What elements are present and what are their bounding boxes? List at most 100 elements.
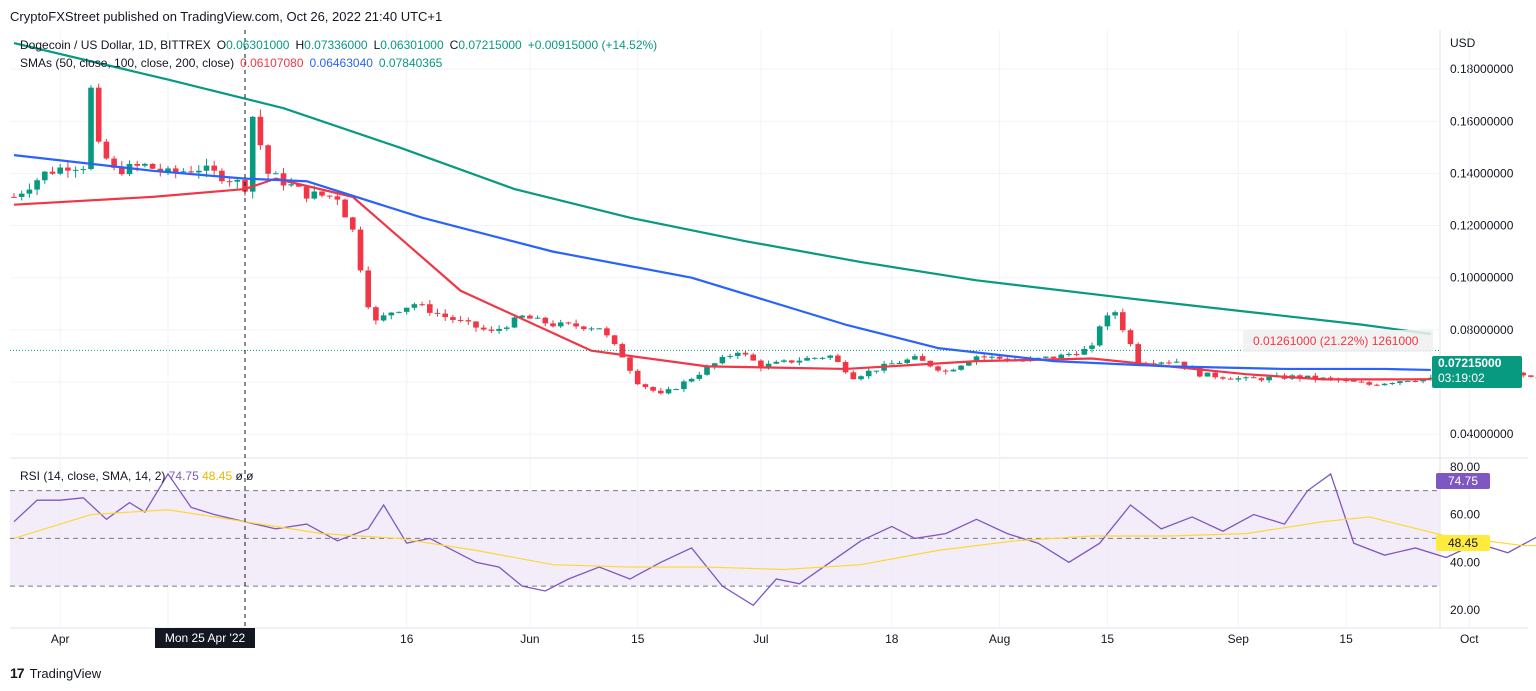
price-tick-label: 0.10000000 (1450, 271, 1514, 285)
candle-body (380, 315, 387, 321)
rsi-sma-legend-value: 48.45 (202, 469, 233, 483)
rsi-legend-extra2: ø (246, 469, 254, 483)
candle-body (450, 317, 456, 320)
candle-body (704, 366, 710, 375)
ohlc-open: 0.06301000 (226, 38, 290, 52)
candle-body (365, 270, 371, 308)
rsi-tick-label: 60.00 (1450, 508, 1480, 522)
candle-body (1258, 378, 1265, 381)
candle-body (303, 186, 310, 199)
candle-body (180, 171, 187, 173)
candle-body (519, 315, 525, 318)
candle-body (950, 369, 957, 372)
candle-body (457, 319, 464, 321)
candle-body (996, 356, 1003, 359)
candle-body (711, 363, 718, 367)
candle-body (750, 354, 756, 361)
candle-body (773, 361, 780, 364)
candle-body (311, 191, 318, 199)
candle-body (80, 169, 87, 171)
tradingview-logo[interactable]: 17 TradingView (10, 665, 101, 681)
candle-body (627, 357, 633, 371)
sma100-value: 0.06463040 (309, 56, 373, 70)
candle-body (735, 352, 741, 356)
rsi-sma-value-tag: 48.45 (1436, 535, 1490, 551)
candle-body (1389, 383, 1396, 385)
candle-body (234, 179, 241, 182)
candle-body (149, 163, 156, 169)
sma50-value: 0.06107080 (240, 56, 304, 70)
sma-legend-label: SMAs (50, close, 100, close, 200, close) (20, 56, 235, 70)
candle-body (18, 193, 25, 197)
candle-body (534, 317, 541, 319)
sma-legend: SMAs (50, close, 100, close, 200, close)… (20, 56, 448, 70)
candle-body (835, 355, 841, 363)
candle-body (581, 326, 587, 330)
candle-body (196, 170, 202, 173)
candle-body (334, 196, 341, 200)
candle-body (1112, 312, 1118, 316)
candle-body (1073, 353, 1080, 355)
price-tick-label: 0.18000000 (1450, 62, 1514, 76)
candle-body (142, 163, 148, 166)
candle-body (573, 323, 579, 327)
candle-body (804, 357, 810, 361)
sma-line-200 (13, 41, 1431, 336)
candle-body (896, 363, 903, 365)
candle-body (812, 357, 818, 359)
ohlc-close-label: C (449, 38, 459, 52)
candle-body (1120, 312, 1126, 331)
candle-body (1528, 375, 1534, 377)
candle-body (288, 184, 294, 186)
candle-body (781, 360, 787, 362)
rsi-legend-extra1: ø (235, 469, 243, 483)
candle-body (527, 315, 533, 319)
rsi-legend-label: RSI (14, close, SMA, 14, 2) (20, 469, 166, 483)
candle-body (850, 372, 857, 380)
candle-body (665, 389, 672, 394)
candle-body (1204, 372, 1211, 377)
candle-body (157, 168, 164, 172)
price-tick-label: 0.16000000 (1450, 114, 1514, 128)
candle-body (542, 317, 549, 324)
candle-body (1327, 377, 1334, 379)
candle-body (326, 195, 333, 197)
time-tick-label: 15 (1101, 632, 1115, 646)
symbol-legend: Dogecoin / US Dollar, 1D, BITTREX O0.0630… (20, 38, 663, 52)
candle-body (1212, 372, 1218, 378)
candle-body (719, 356, 726, 364)
time-tick-label: Oct (1460, 632, 1479, 646)
candle-body (42, 171, 48, 181)
candle-body (188, 171, 194, 173)
candle-body (550, 323, 556, 327)
candle-body (919, 356, 926, 361)
candle-body (319, 191, 325, 196)
currency-label: USD (1450, 36, 1476, 50)
candle-body (1089, 345, 1095, 349)
last-price-tag: 0.07215000 03:19:02 (1432, 356, 1522, 388)
candle-body (958, 365, 964, 370)
candle-body (1127, 330, 1134, 345)
ohlc-low: 0.06301000 (380, 38, 444, 52)
candle-body (658, 390, 664, 394)
rsi-tick-label: 20.00 (1450, 603, 1480, 617)
time-tick-label: 15 (1339, 632, 1353, 646)
candle-body (989, 356, 995, 358)
candle-body (942, 370, 949, 372)
tradingview-brand: TradingView (29, 665, 102, 681)
candle-body (419, 304, 425, 306)
candle-body (473, 321, 479, 328)
candle-body (565, 322, 572, 324)
candle-body (480, 327, 487, 330)
candle-body (103, 141, 110, 159)
ohlc-low-label: L (373, 38, 381, 52)
candle-body (1351, 380, 1357, 382)
rsi-tick-label: 40.00 (1450, 555, 1480, 569)
candle-body (72, 169, 79, 171)
candle-body (1220, 377, 1226, 379)
candle-body (119, 167, 125, 175)
candle-body (1181, 361, 1188, 368)
candle-body (1135, 344, 1141, 364)
candle-body (257, 116, 264, 146)
